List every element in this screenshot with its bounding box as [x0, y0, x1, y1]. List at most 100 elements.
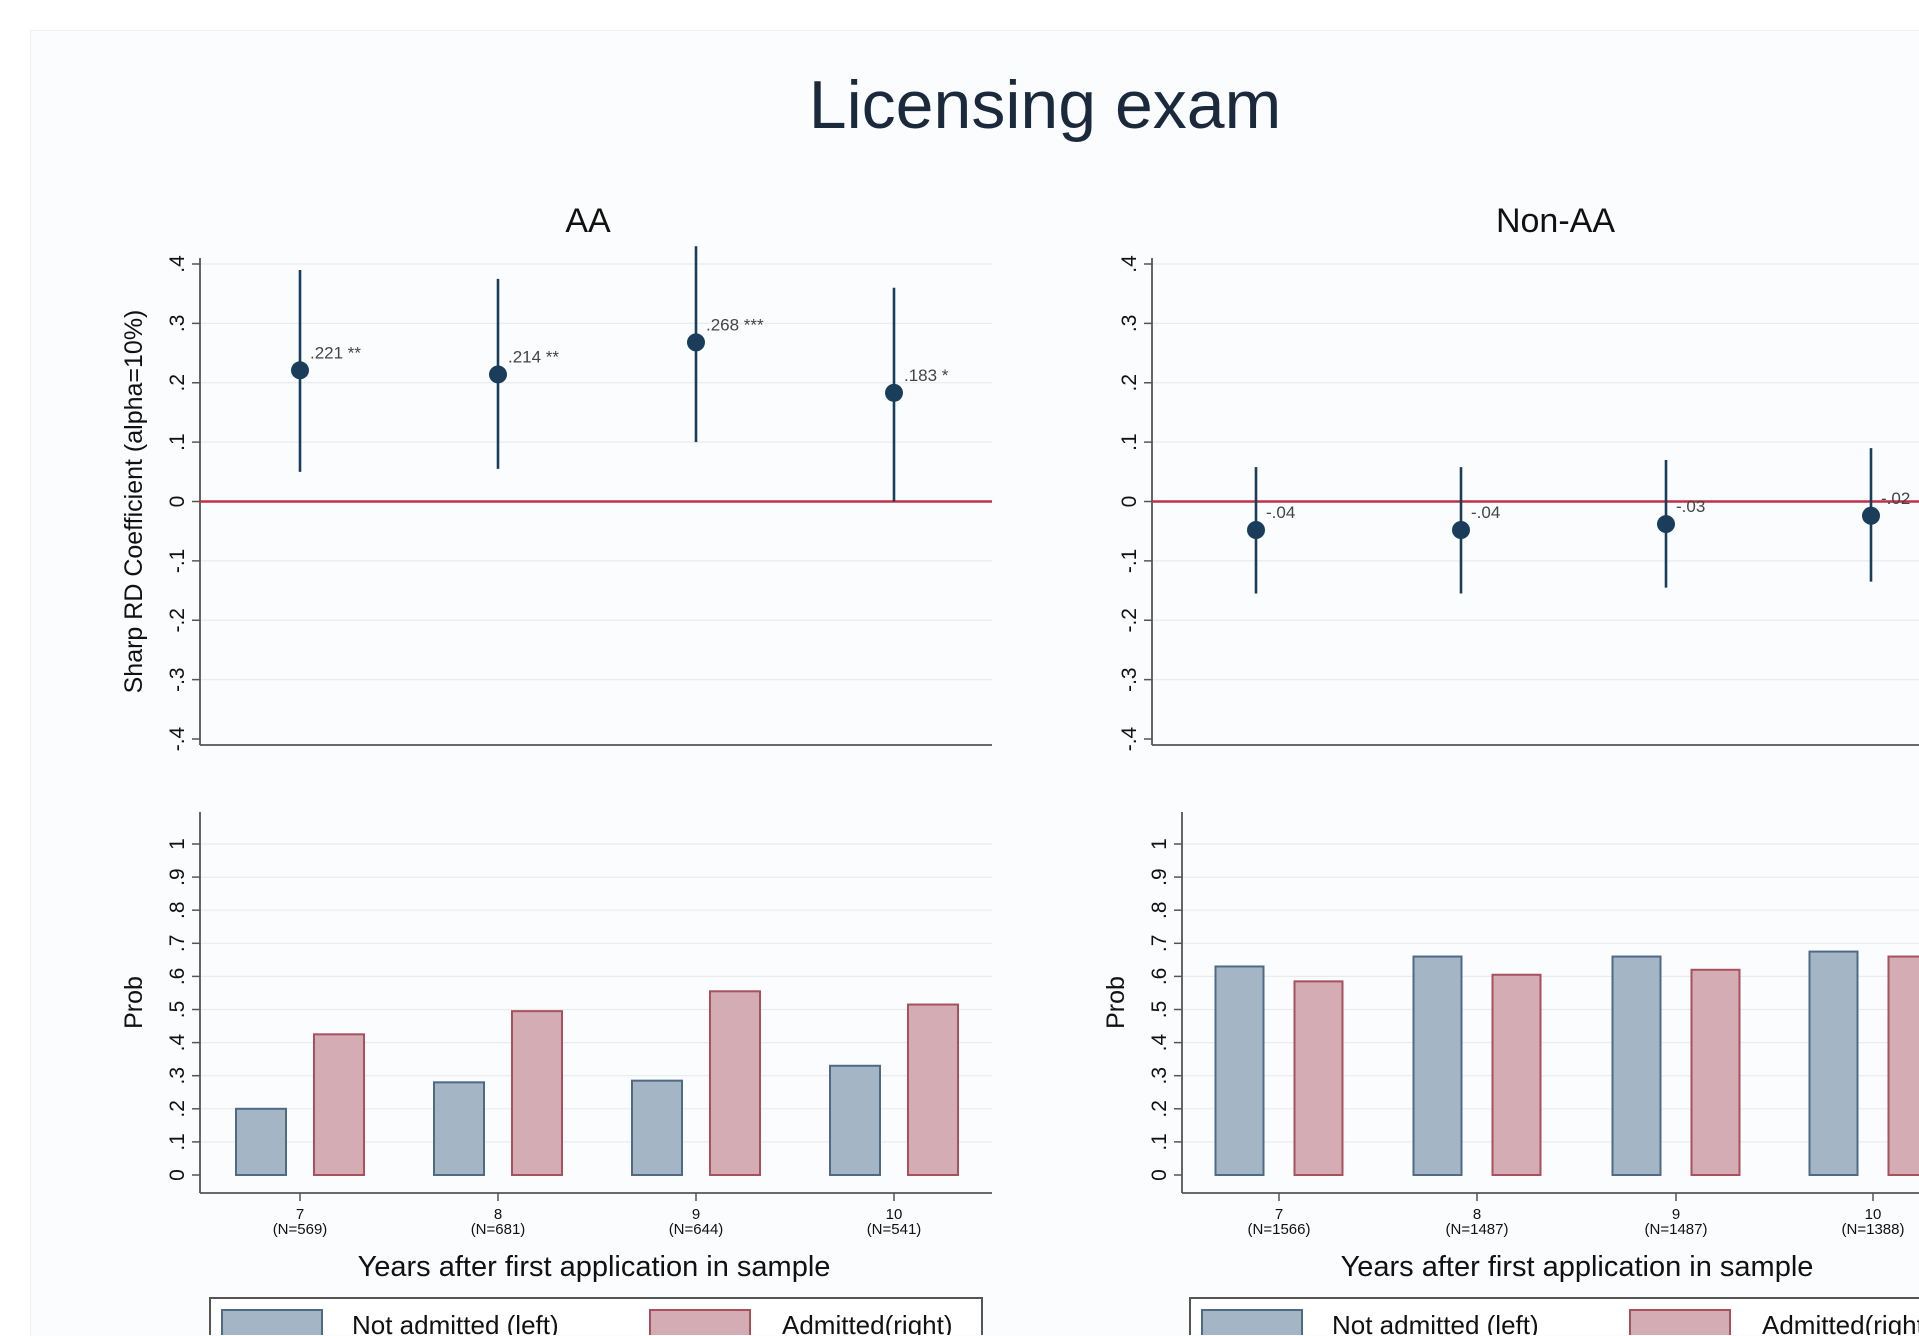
- bar-not-admitted: [1414, 957, 1462, 1175]
- aa-coef-panel: AA -.4 -.3 -.2 -.1 0 .1 .2 .3 .4 Sharp RD Coeffici…: [120, 202, 992, 751]
- y-axis-label: Sharp RD Coefficient (alpha=10%): [120, 310, 148, 694]
- panel-title: AA: [565, 202, 611, 240]
- point-estimate: [1657, 515, 1675, 533]
- bar-admitted: [1889, 957, 1919, 1175]
- y-tick-label: 0: [166, 1169, 189, 1181]
- y-tick-label: .3: [1118, 315, 1141, 333]
- y-tick-label: .1: [1118, 433, 1141, 451]
- y-tick-label: .9: [1148, 868, 1171, 886]
- point-estimate: [687, 333, 705, 351]
- bar-not-admitted: [236, 1109, 286, 1175]
- x-n-label: (N=644): [669, 1221, 724, 1238]
- point-label: -.02: [1881, 489, 1910, 508]
- bar-not-admitted: [1216, 966, 1264, 1175]
- bar-not-admitted: [434, 1082, 484, 1175]
- x-n-label: (N=1487): [1645, 1221, 1708, 1238]
- point-label: .214 **: [508, 347, 559, 366]
- y-tick-label: -.2: [166, 608, 189, 633]
- point-label: -.03: [1676, 497, 1705, 516]
- point-estimate: [291, 361, 309, 379]
- y-tick-label: -.4: [1118, 726, 1141, 751]
- figure-title: Licensing exam: [809, 67, 1281, 143]
- y-tick-label: .2: [1148, 1100, 1171, 1118]
- bar-admitted: [1692, 970, 1740, 1175]
- y-tick-label: .2: [166, 374, 189, 392]
- y-tick-label: .9: [166, 868, 189, 886]
- y-tick-label: .3: [166, 1067, 189, 1085]
- point-estimate: [885, 384, 903, 402]
- x-n-label: (N=541): [867, 1221, 922, 1238]
- point-label: .268 ***: [706, 315, 764, 334]
- legend-swatch-not-admitted: [222, 1310, 322, 1335]
- bar-admitted: [710, 991, 760, 1175]
- y-tick-label: .7: [1148, 935, 1171, 953]
- legend-swatch-admitted: [650, 1310, 750, 1335]
- y-tick-label: .4: [166, 1034, 189, 1052]
- y-tick-label: .3: [166, 315, 189, 333]
- legend-label-not-admitted: Not admitted (left): [1332, 1310, 1539, 1335]
- bar-not-admitted: [1810, 952, 1858, 1175]
- y-tick-label: .8: [166, 901, 189, 919]
- bar-admitted: [1295, 981, 1343, 1175]
- point-label: -.04: [1266, 503, 1295, 522]
- x-n-label: (N=569): [273, 1221, 328, 1238]
- point-label: .221 **: [310, 343, 361, 362]
- bar-admitted: [908, 1005, 958, 1175]
- x-n-label: (N=1566): [1248, 1221, 1311, 1238]
- y-tick-label: .2: [166, 1100, 189, 1118]
- legend-swatch-admitted: [1630, 1310, 1730, 1335]
- bar-admitted: [314, 1034, 364, 1175]
- point-estimate: [489, 365, 507, 383]
- point-estimate: [1247, 521, 1265, 539]
- nonaa-coef-panel: Non-AA -.4 -.3 -.2 -.1 0 .1 .2 .3 .4 -.04 -.04 -.03 -…: [1118, 202, 1919, 751]
- charts-group: AA -.4 -.3 -.2 -.1 0 .1 .2 .3 .4 Sharp RD Coeffici…: [120, 202, 1919, 1335]
- y-tick-label: .4: [166, 255, 189, 273]
- x-n-label: (N=681): [471, 1221, 526, 1238]
- y-axis-label: Prob: [120, 976, 148, 1029]
- point-label: .183 *: [904, 366, 949, 385]
- y-tick-label: .7: [166, 935, 189, 953]
- y-tick-label: .8: [1148, 901, 1171, 919]
- aa-prob-panel: 0.1.2.3.4.5.6.7.8.91Prob7(N=569)8(N=681)…: [120, 812, 992, 1335]
- nonaa-prob-panel: 0.1.2.3.4.5.6.7.8.91Prob7(N=1566)8(N=148…: [1102, 812, 1919, 1335]
- y-tick-label: .4: [1118, 255, 1141, 273]
- point-estimate: [1452, 521, 1470, 539]
- bar-not-admitted: [830, 1066, 880, 1175]
- x-axis-label: Years after first application in sample: [1341, 1251, 1814, 1283]
- y-tick-label: .6: [1148, 968, 1171, 986]
- y-tick-label: -.3: [1118, 667, 1141, 692]
- y-tick-label: .1: [166, 1133, 189, 1151]
- y-tick-label: .2: [1118, 374, 1141, 392]
- legend: Not admitted (left) Admitted(right): [1190, 1298, 1919, 1335]
- y-tick-label: -.4: [166, 726, 189, 751]
- y-tick-label: 0: [166, 496, 189, 508]
- y-tick-label: .1: [166, 433, 189, 451]
- bar-admitted: [512, 1011, 562, 1175]
- y-tick-label: -.1: [1118, 549, 1141, 574]
- y-tick-label: -.3: [166, 667, 189, 692]
- y-tick-label: -.1: [166, 549, 189, 574]
- y-tick-label: .5: [166, 1001, 189, 1019]
- legend-swatch-not-admitted: [1202, 1310, 1302, 1335]
- legend-label-not-admitted: Not admitted (left): [352, 1310, 559, 1335]
- point-label: -.04: [1471, 503, 1500, 522]
- y-axis-label: Prob: [1102, 976, 1130, 1029]
- legend-label-admitted: Admitted(right): [1762, 1310, 1919, 1335]
- y-tick-label: 0: [1118, 496, 1141, 508]
- y-tick-label: 0: [1148, 1169, 1171, 1181]
- legend-label-admitted: Admitted(right): [782, 1310, 953, 1335]
- point-estimate: [1862, 507, 1880, 525]
- x-n-label: (N=1487): [1446, 1221, 1509, 1238]
- legend: Not admitted (left) Admitted(right): [210, 1298, 982, 1335]
- y-tick-label: 1: [1148, 838, 1171, 850]
- y-tick-label: .3: [1148, 1067, 1171, 1085]
- y-tick-label: -.2: [1118, 608, 1141, 633]
- bar-not-admitted: [1613, 957, 1661, 1175]
- panel-title: Non-AA: [1496, 202, 1615, 240]
- y-tick-label: .5: [1148, 1001, 1171, 1019]
- y-tick-label: 1: [166, 838, 189, 850]
- y-tick-label: .4: [1148, 1034, 1171, 1052]
- bar-not-admitted: [632, 1081, 682, 1175]
- x-axis-label: Years after first application in sample: [358, 1251, 831, 1283]
